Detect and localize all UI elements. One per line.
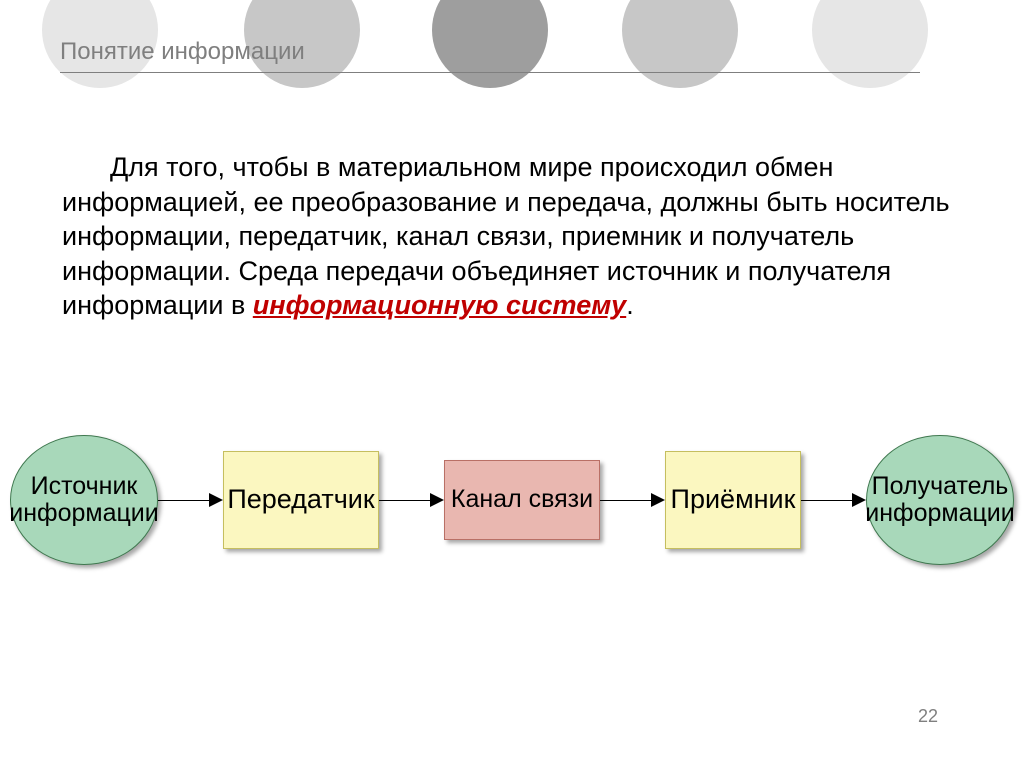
- node-source: Источникинформации: [10, 435, 158, 565]
- paragraph-emphasis: информационную систему: [253, 290, 626, 320]
- information-system-diagram: ИсточникинформацииПередатчикКанал связиП…: [10, 400, 1014, 600]
- node-label-line: информации: [9, 500, 159, 528]
- page-number: 22: [918, 706, 938, 727]
- decor-circle: [432, 0, 548, 88]
- title-underline: [60, 72, 920, 73]
- node-dest: Получательинформации: [866, 435, 1014, 565]
- node-label-line: Источник: [31, 473, 138, 501]
- slide-title: Понятие информации: [60, 38, 305, 66]
- node-receiver: Приёмник: [665, 451, 801, 549]
- decor-circle: [812, 0, 928, 88]
- arrow: [801, 490, 866, 510]
- node-channel: Канал связи: [444, 460, 600, 540]
- node-label-line: Передатчик: [227, 485, 374, 515]
- arrow: [600, 490, 665, 510]
- node-label-line: Канал связи: [451, 486, 593, 514]
- node-label-line: информации: [865, 500, 1015, 528]
- node-label-line: Приёмник: [671, 485, 796, 515]
- node-transmitter: Передатчик: [223, 451, 379, 549]
- arrow: [379, 490, 444, 510]
- decor-circle: [622, 0, 738, 88]
- arrow: [158, 490, 223, 510]
- paragraph-trailing: .: [626, 290, 634, 320]
- body-paragraph: Для того, чтобы в материальном мире прои…: [62, 150, 962, 323]
- node-label-line: Получатель: [872, 473, 1009, 501]
